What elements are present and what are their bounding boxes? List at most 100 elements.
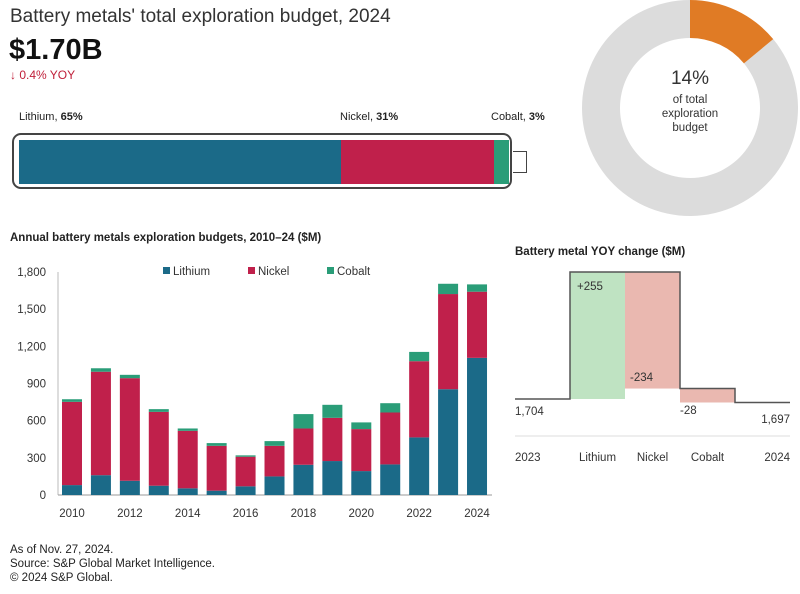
bar-cobalt-2022: [409, 351, 430, 362]
waterfall-value-label: +255: [577, 281, 603, 293]
y-tick-label: 900: [27, 379, 46, 391]
x-tick-label: 2010: [59, 508, 85, 520]
battery-terminal: [513, 151, 527, 173]
bar-lithium-2017: [264, 476, 285, 495]
waterfall-outline: [515, 271, 790, 404]
bar-lithium-2013: [148, 485, 169, 495]
x-tick-label: 2018: [291, 508, 317, 520]
donut-pct: 14%: [671, 68, 709, 89]
bar-lithium-2022: [409, 437, 430, 495]
bar-nickel-2016: [235, 456, 256, 487]
waterfall-bar-lithium: [570, 272, 625, 399]
waterfall-chart: 1,704 +255 -234 -28 1,697 2023 Lithium Nickel Co…: [515, 271, 791, 464]
bar-lithium-2024: [467, 357, 488, 495]
bar-nickel-2012: [119, 378, 140, 481]
waterfall-value-label: -28: [680, 405, 697, 417]
footer-source: Source: S&P Global Market Intelligence.: [10, 558, 215, 570]
donut-caption-1: of total: [673, 94, 708, 106]
bar-cobalt-2012: [119, 374, 140, 379]
bar-nickel-2017: [264, 445, 285, 477]
footer-notes: As of Nov. 27, 2024. Source: S&P Global …: [10, 543, 215, 585]
bar-nickel-2022: [409, 361, 430, 438]
x-tick-label: 2022: [406, 508, 432, 520]
bar-cobalt-2011: [90, 368, 111, 372]
battery-label-nickel: Nickel, 31%: [340, 111, 399, 123]
bar-lithium-2023: [438, 389, 459, 495]
battery-share-bar: [12, 133, 512, 189]
donut-chart: 14% of total exploration budget: [582, 0, 798, 216]
bar-cobalt-2015: [206, 443, 227, 446]
bar-nickel-2011: [90, 371, 111, 476]
x-tick-label: 2016: [233, 508, 259, 520]
donut-rest: [582, 0, 798, 216]
stacked-bar-chart: 0 300 600 900 1,200 1,500 1,800 2010 2012 2014 201…: [17, 266, 492, 520]
x-tick-label: 2024: [464, 508, 490, 520]
bar-lithium-2011: [90, 475, 111, 495]
footer-copyright: © 2024 S&P Global.: [10, 572, 113, 584]
legend-label-cobalt: Cobalt: [337, 266, 371, 278]
y-tick-label: 1,500: [17, 304, 46, 316]
battery-segment-lithium: [19, 140, 341, 184]
bar-lithium-2019: [322, 461, 343, 495]
bar-nickel-2014: [177, 430, 198, 489]
y-tick-label: 0: [40, 490, 46, 502]
bar-nickel-2019: [322, 417, 343, 462]
battery-segment-nickel: [340, 140, 495, 184]
footer-date: As of Nov. 27, 2024.: [10, 544, 114, 556]
bar-nickel-2024: [467, 291, 488, 358]
waterfall-value-label: 1,697: [761, 414, 790, 426]
bar-cobalt-2010: [62, 399, 82, 402]
bar-nickel-2015: [206, 445, 227, 491]
bar-cobalt-2019: [322, 404, 343, 418]
bar-cobalt-2023: [438, 283, 459, 295]
waterfall-value-label: -234: [630, 372, 654, 384]
battery-label-lithium: Lithium, 65%: [19, 111, 83, 123]
legend-swatch-cobalt: [327, 267, 334, 274]
bar-nickel-2010: [62, 401, 82, 486]
bar-lithium-2020: [351, 471, 372, 495]
waterfall-category-label: 2023: [515, 452, 541, 464]
bar-cobalt-2017: [264, 441, 285, 446]
bar-cobalt-2021: [380, 403, 401, 413]
bar-cobalt-2020: [351, 422, 372, 430]
y-tick-label: 600: [27, 416, 46, 428]
x-tick-label: 2014: [175, 508, 201, 520]
bar-nickel-2018: [293, 428, 314, 465]
legend-label-lithium: Lithium: [173, 266, 210, 278]
bar-nickel-2020: [351, 429, 372, 472]
legend-label-nickel: Nickel: [258, 266, 289, 278]
bar-cobalt-2016: [235, 455, 256, 457]
bar-lithium-2021: [380, 464, 401, 495]
waterfall-category-label: 2024: [764, 452, 790, 464]
bar-lithium-2016: [235, 486, 256, 495]
bar-chart-title: Annual battery metals exploration budget…: [10, 232, 322, 244]
y-tick-label: 1,800: [17, 267, 46, 279]
y-tick-label: 1,200: [17, 341, 46, 353]
waterfall-category-label: Lithium: [579, 452, 616, 464]
legend-swatch-nickel: [248, 267, 255, 274]
bar-lithium-2014: [177, 488, 198, 495]
bar-lithium-2012: [119, 480, 140, 495]
bar-lithium-2018: [293, 464, 314, 495]
total-budget: $1.70B: [9, 34, 103, 66]
waterfall-category-label: Cobalt: [691, 452, 725, 464]
bar-lithium-2015: [206, 490, 227, 495]
x-tick-label: 2012: [117, 508, 143, 520]
bar-nickel-2023: [438, 294, 459, 390]
y-tick-label: 300: [27, 453, 46, 465]
bar-cobalt-2024: [467, 284, 488, 292]
waterfall-title: Battery metal YOY change ($M): [515, 246, 686, 258]
waterfall-value-label: 1,704: [515, 406, 544, 418]
yoy-change: ↓ 0.4% YOY: [10, 68, 76, 82]
legend-swatch-lithium: [163, 267, 170, 274]
x-tick-label: 2020: [349, 508, 375, 520]
bar-lithium-2010: [62, 485, 82, 495]
bar-nickel-2021: [380, 412, 401, 465]
battery-segment-cobalt: [494, 140, 509, 184]
battery-label-cobalt: Cobalt, 3%: [491, 111, 545, 123]
bar-nickel-2013: [148, 411, 169, 486]
waterfall-bar-nickel: [625, 272, 680, 389]
waterfall-category-label: Nickel: [637, 452, 668, 464]
bar-cobalt-2018: [293, 414, 314, 429]
donut-caption-3: budget: [672, 122, 708, 134]
